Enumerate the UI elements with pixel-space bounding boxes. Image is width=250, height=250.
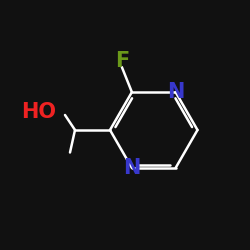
Text: HO: HO [21, 102, 56, 122]
Text: N: N [123, 158, 140, 178]
Text: N: N [167, 82, 184, 102]
Text: F: F [115, 51, 129, 71]
